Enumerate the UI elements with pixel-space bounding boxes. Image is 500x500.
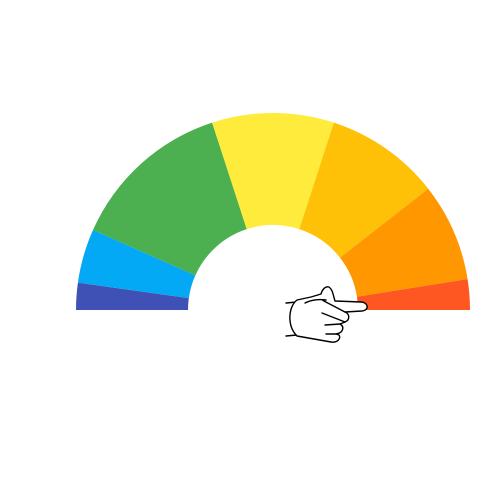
gauge-segment-2 <box>77 229 196 299</box>
gauge-segment-6 <box>339 188 468 297</box>
gauge-segments <box>76 112 470 310</box>
pointing-hand-icon <box>285 286 368 343</box>
gauge-segment-5 <box>299 122 429 258</box>
gauge-segment-4 <box>212 112 334 230</box>
gauge-segment-1 <box>76 282 189 310</box>
gauge-segment-7 <box>356 279 470 310</box>
gauge-segment-3 <box>93 122 247 276</box>
